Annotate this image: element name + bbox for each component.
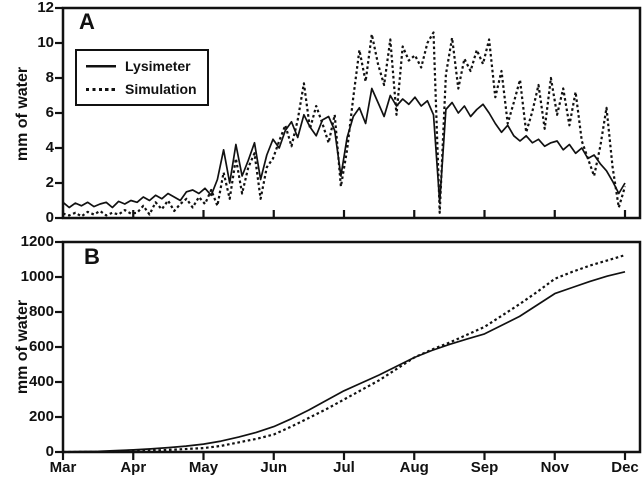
panel-b-ytick-label: 0: [45, 443, 54, 460]
month-label: Sep: [470, 459, 499, 476]
panel-a-y-axis-title: mm of water: [14, 66, 31, 162]
legend-row-simulation: Simulation: [77, 81, 207, 97]
panel-b-ytick-label: 600: [28, 338, 54, 355]
panel-a-frame: [61, 6, 642, 220]
panel-b-y-axis-title: mm of water: [14, 299, 31, 395]
panel-b-ytick-label: 1200: [20, 233, 54, 250]
month-label: Mar: [49, 459, 77, 476]
legend-label-simulation: Simulation: [125, 81, 197, 97]
solid-line-sample: [86, 64, 116, 68]
panel-b-ytick-label: 1000: [20, 268, 54, 285]
month-label: Jul: [333, 459, 355, 476]
panel-a-ytick-label: 2: [45, 174, 54, 191]
legend-label-lysimeter: Lysimeter: [125, 58, 191, 74]
month-label: Nov: [540, 459, 569, 476]
panel-a-ytick-label: 0: [45, 209, 54, 226]
panel-b-ytick-label: 200: [28, 408, 54, 425]
legend-row-lysimeter: Lysimeter: [77, 58, 207, 74]
panel-b-series-lysimeter: [62, 270, 626, 453]
panel-a-ytick-label: 8: [45, 69, 54, 86]
month-label: Dec: [611, 459, 639, 476]
panel-a-ytick-label: 4: [45, 139, 54, 156]
panel-b-series-simulation: [62, 254, 626, 454]
panel-a-series-simulation: [62, 31, 627, 218]
panel-a-ytick-label: 6: [45, 104, 54, 121]
panel-a-ytick-label: 10: [37, 34, 54, 51]
legend: Lysimeter Simulation: [75, 49, 209, 106]
panel-b-ytick-label: 400: [28, 373, 54, 390]
month-label: May: [188, 459, 219, 476]
panel-a-ytick-label: 12: [37, 0, 54, 16]
month-label: Aug: [399, 459, 429, 476]
panel-b-frame: [61, 240, 642, 454]
month-label: Jun: [260, 459, 288, 476]
panel-a-label: A: [79, 9, 95, 34]
dotted-line-sample: [86, 87, 116, 91]
panel-b-label: B: [84, 244, 100, 269]
month-label: Apr: [120, 459, 147, 476]
panel-b-ytick-label: 800: [28, 303, 54, 320]
panel-a-series-lysimeter: [62, 87, 626, 209]
